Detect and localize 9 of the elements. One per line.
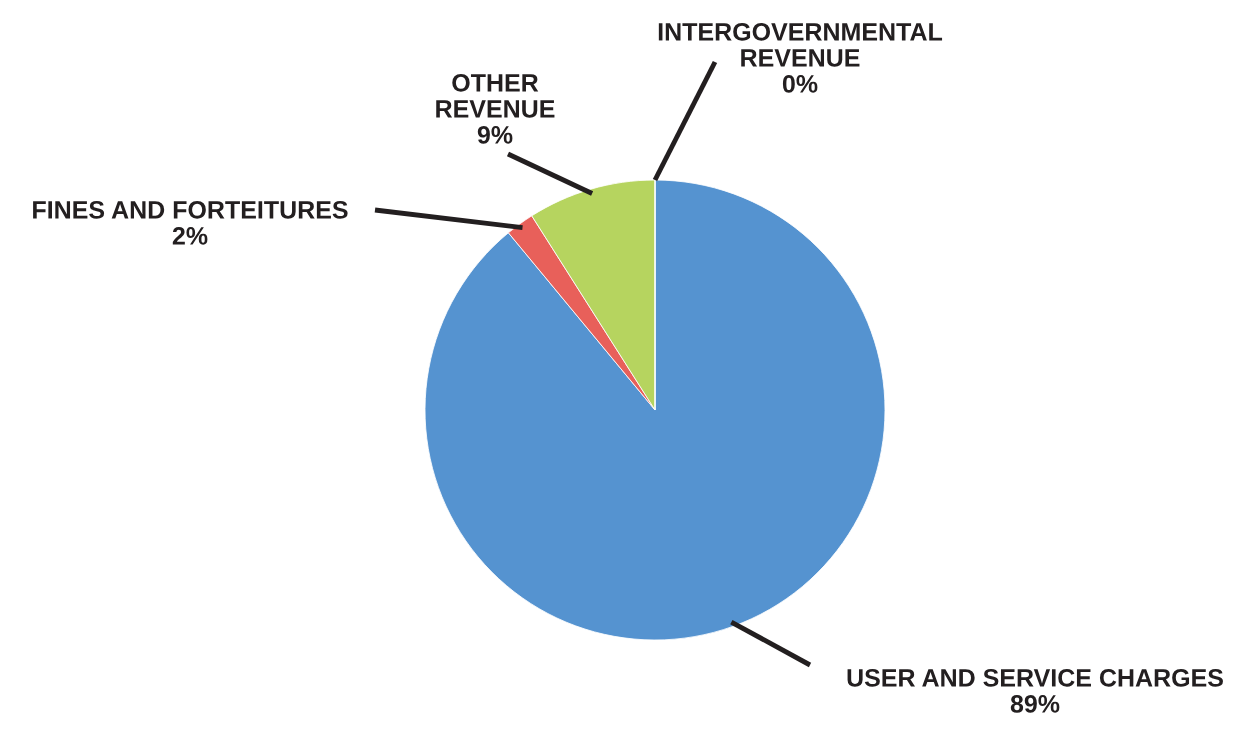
text: 0% xyxy=(782,75,818,93)
pie-slice xyxy=(424,179,886,641)
slice-label: OTHER REVENUE xyxy=(436,73,555,118)
slice-label: FINES AND FORTEITURES xyxy=(33,201,348,219)
data-label: 2% xyxy=(172,227,208,245)
category-label: INTERGOVERNMENTAL REVENUE xyxy=(658,22,943,67)
slice-label: USER AND SERVICE CHARGES xyxy=(847,669,1223,687)
data-label: 89% xyxy=(1010,695,1060,713)
data-label: 9% xyxy=(477,126,513,144)
